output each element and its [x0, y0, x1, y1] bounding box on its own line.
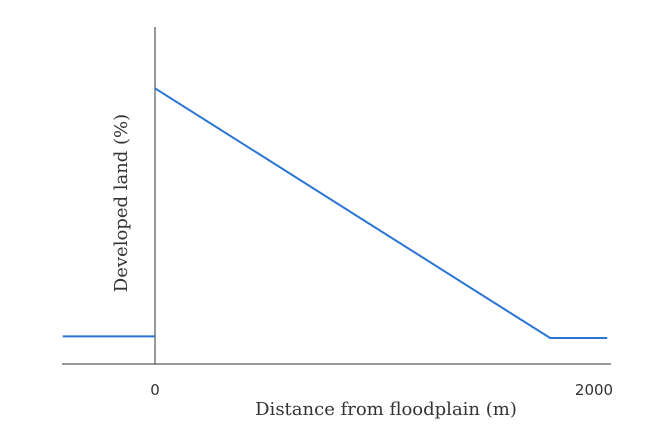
x-tick-label-0: 0 [150, 381, 160, 399]
x-axis-title: Distance from floodplain (m) [255, 399, 517, 420]
y-axis-title: Developed land (%) [111, 114, 132, 292]
series-layer [62, 87, 608, 339]
x-tick-label-2000: 2000 [575, 381, 613, 399]
series-line-2 [154, 87, 608, 339]
